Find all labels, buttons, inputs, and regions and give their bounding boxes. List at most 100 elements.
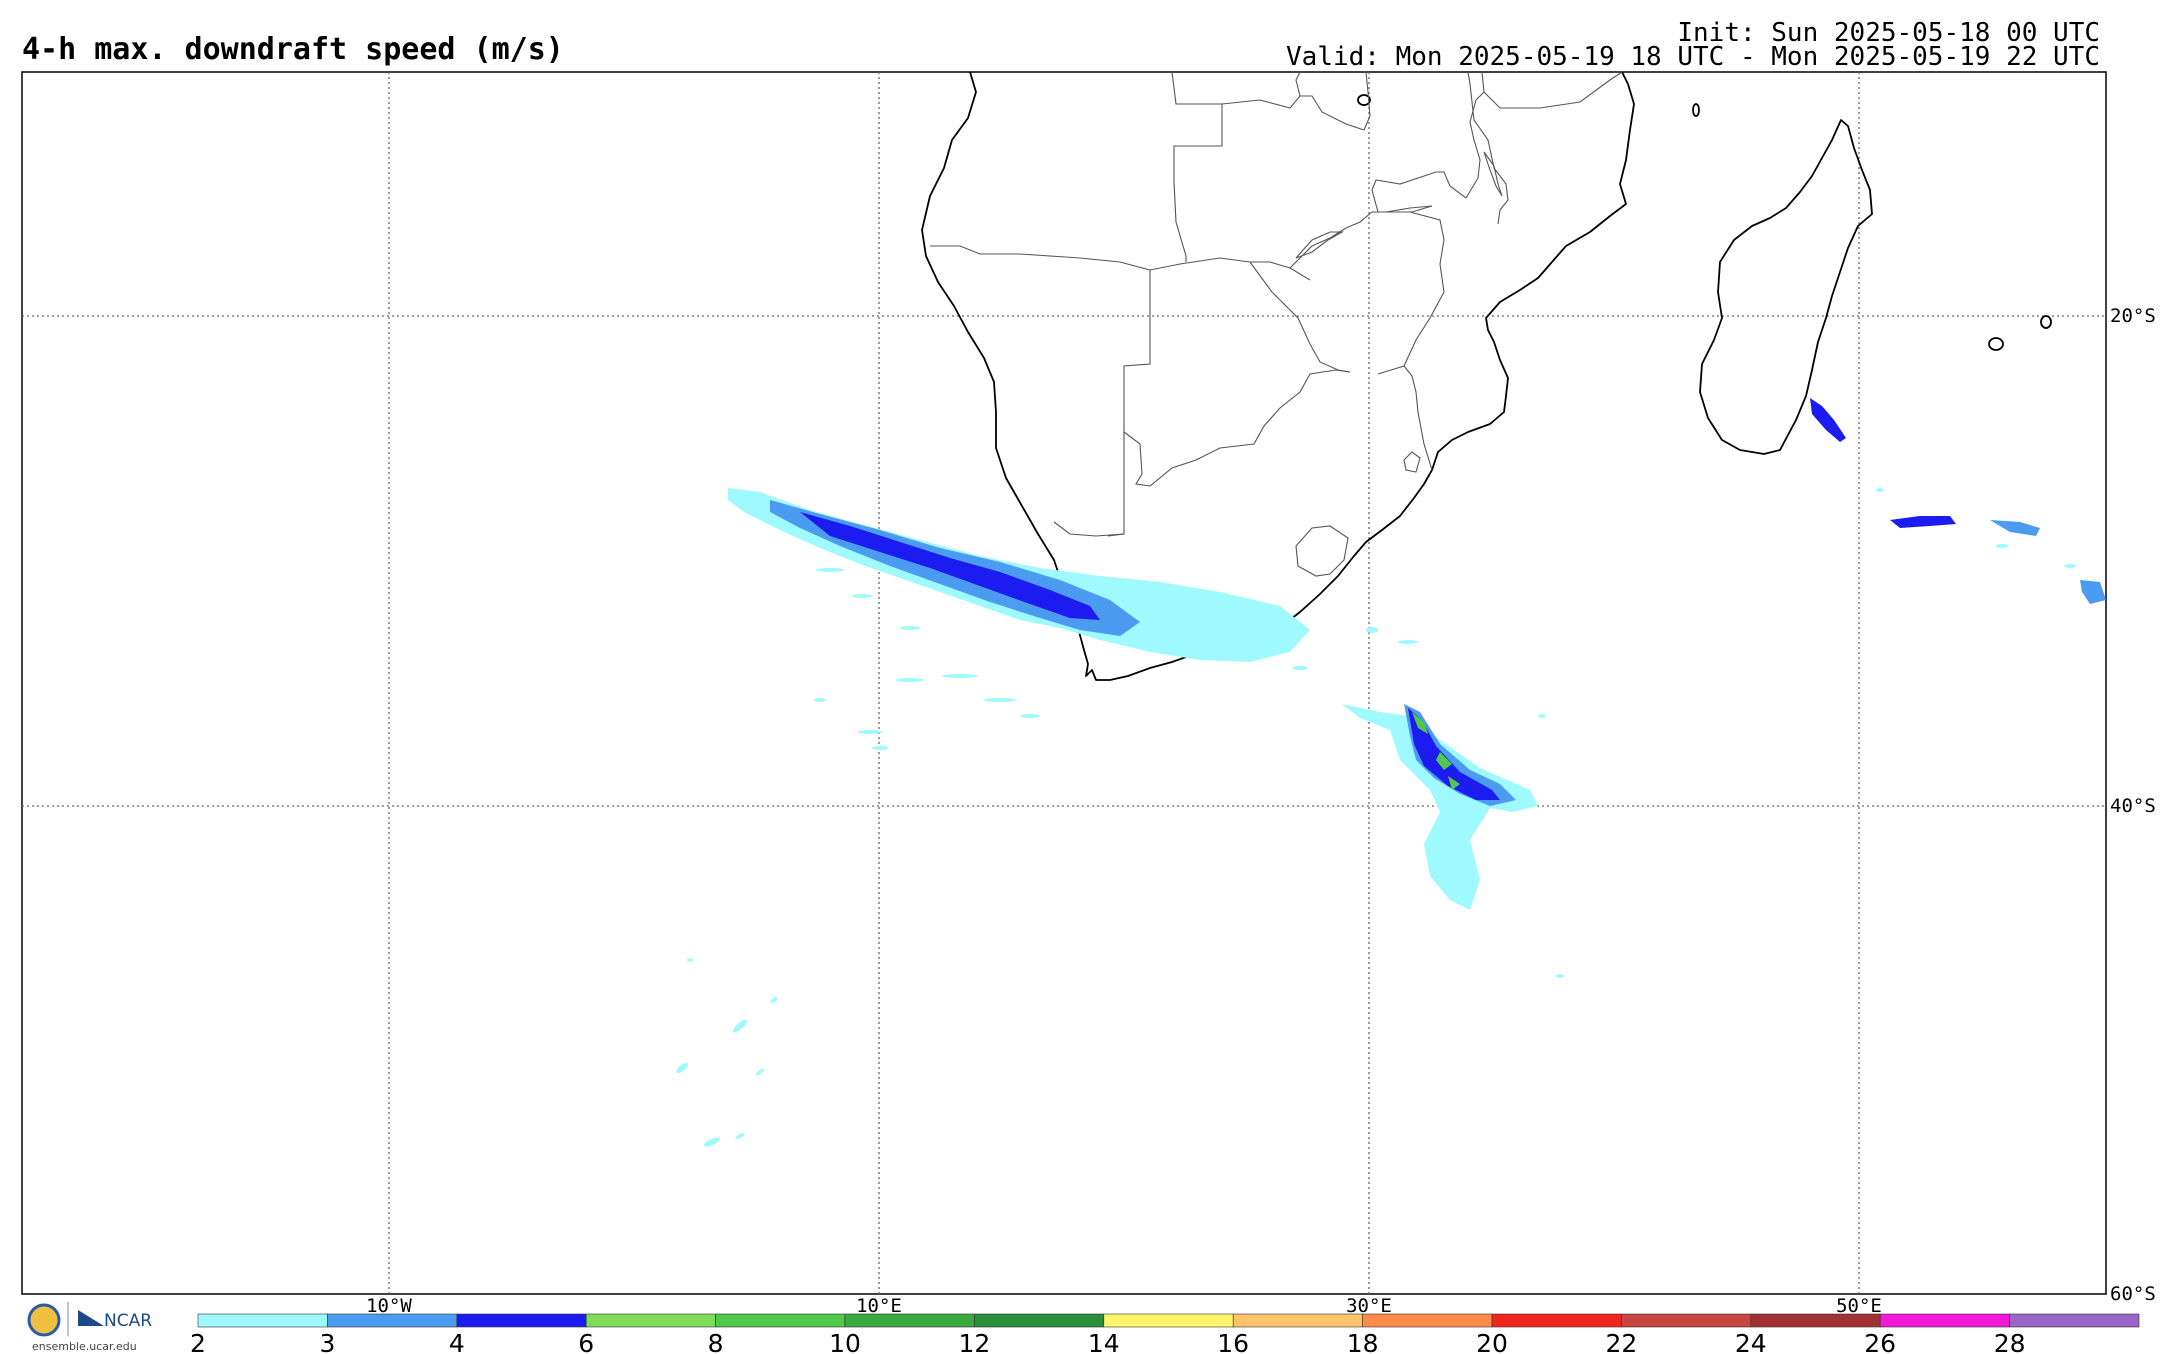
lat-label-20s: 20°S [2110,305,2156,327]
zambia-north-border [1221,71,1371,131]
colorbar-tick-label: 6 [578,1329,594,1354]
country-borders [930,71,1623,577]
streak [735,1133,745,1139]
lon-label-10w: 10°W [366,1295,412,1317]
streak [852,594,872,598]
downdraft-sw-streaks [676,958,778,1147]
lake-island [1357,94,1371,106]
map-frame [21,71,2107,1295]
streak [896,678,924,682]
streak [858,730,882,734]
colorbar: 2 3 4 6 8 10 12 14 16 18 20 22 24 26 28 [190,1313,2140,1354]
tanzania-mozambique-border [1483,71,1623,109]
streak [942,674,978,678]
colorbar-swatch [1362,1313,1493,1328]
comoros-coastline [1692,103,1700,117]
streak [687,958,693,962]
zimbabwe-mozambique-border [1377,211,1445,375]
speck [1996,544,2008,548]
lake-kariba [1295,231,1345,259]
colorbar-swatch [456,1313,587,1328]
colorbar-tick-label: 22 [1605,1329,1637,1354]
downdraft-madagascar [1810,398,1846,442]
logo-url-text: ensemble.ucar.edu [32,1340,137,1353]
colorbar-tick-label: 18 [1347,1329,1379,1354]
valid-time-label: Valid: Mon 2025-05-19 18 UTC - Mon 2025-… [1286,42,2100,72]
speck [1556,974,1564,978]
streak [732,1019,748,1033]
downdraft-band-cape-strong [800,512,1100,620]
streak [703,1137,721,1147]
lat-label-60s: 60°S [2110,1283,2156,1305]
madagascar-coastline [1699,119,1873,455]
streak [1398,640,1418,644]
streak [816,568,844,572]
nsf-seal-icon [27,1303,61,1337]
lon-label-50e: 50°E [1836,1295,1882,1317]
colorbar-tick-label: 10 [829,1329,861,1354]
colorbar-swatch [1103,1313,1234,1328]
streak [984,698,1016,702]
cahora-bassa [1385,205,1433,213]
swaziland-border [1403,451,1421,473]
colorbar-tick-label: 16 [1217,1329,1249,1354]
reunion-coastline [2040,315,2052,329]
streak [770,997,778,1003]
zambia-zimbabwe-border [1289,211,1378,269]
speck [1538,714,1546,718]
downdraft-cluster-se-light [1342,704,1538,910]
colorbar-tick-label: 26 [1864,1329,1896,1354]
streak [814,698,826,702]
speck [1876,488,1884,492]
streak [900,626,920,630]
colorbar-swatch [715,1313,846,1328]
lon-label-30e: 30°E [1346,1295,1392,1317]
streak [1292,666,1308,670]
streak [1366,627,1378,633]
colorbar-tick-label: 20 [1476,1329,1508,1354]
streak [872,746,888,750]
downdraft-east-edge [2080,580,2106,604]
colorbar-swatch [327,1313,458,1328]
lat-label-40s: 40°S [2110,795,2156,817]
streak [1020,714,1040,718]
colorbar-tick-label: 14 [1088,1329,1120,1354]
lesotho-border [1295,525,1349,577]
namibia-south-africa-border [1053,521,1125,537]
colorbar-swatch [197,1313,328,1328]
colorbar-swatch [585,1313,716,1328]
mozambique-malawi-border [1371,71,1485,213]
graticule [22,72,2106,1294]
lon-label-10e: 10°E [856,1295,902,1317]
zambia-drc-border [1295,71,1301,97]
ncar-logo: NCAR ensemble.ucar.edu [27,1302,152,1353]
speck [2064,564,2076,568]
streak [676,1062,688,1074]
colorbar-tick-label: 3 [319,1329,335,1354]
colorbar-swatch [1879,1313,2010,1328]
map-title: 4-h max. downdraft speed (m/s) [22,32,564,67]
colorbar-tick-label: 4 [449,1329,465,1354]
colorbar-swatch [844,1313,975,1328]
malawi-tanzania-border [1467,71,1509,225]
angola-namibia-border [930,245,1151,271]
botswana-south-africa-border [1123,369,1351,487]
colorbar-swatch [1621,1313,1752,1328]
colorbar-tick-label: 28 [1994,1329,2026,1354]
colorbar-swatch [1491,1313,1622,1328]
colorbar-tick-label: 24 [1735,1329,1767,1354]
south-africa-mozambique-border [1403,365,1433,471]
colorbar-swatch [1232,1313,1363,1328]
downdraft-east-specks [1538,488,2076,978]
ncar-mark-icon [78,1310,104,1326]
downdraft-east-cluster-2 [1990,520,2040,536]
zambia-angola-border [1171,71,1223,262]
streak [755,1068,765,1076]
colorbar-swatch [974,1313,1105,1328]
colorbar-tick-label: 8 [708,1329,724,1354]
downdraft-east-cluster [1890,516,1956,528]
downdraft-cluster-se-green [1412,712,1460,790]
lake-malawi [1483,151,1503,197]
init-time-label: Init: Sun 2025-05-18 00 UTC [1677,18,2100,48]
